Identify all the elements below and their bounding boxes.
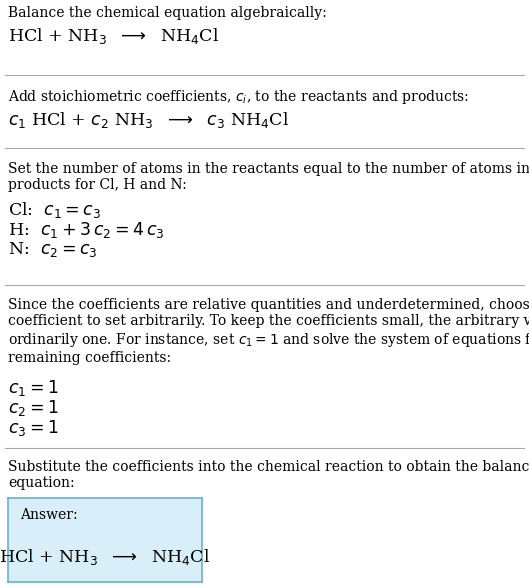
Text: Answer:: Answer: <box>20 508 77 522</box>
Text: Set the number of atoms in the reactants equal to the number of atoms in the
pro: Set the number of atoms in the reactants… <box>8 162 529 192</box>
Text: Substitute the coefficients into the chemical reaction to obtain the balanced
eq: Substitute the coefficients into the che… <box>8 460 529 490</box>
Text: H:  $c_1 + 3\,c_2 = 4\,c_3$: H: $c_1 + 3\,c_2 = 4\,c_3$ <box>8 220 165 240</box>
Text: Since the coefficients are relative quantities and underdetermined, choose a
coe: Since the coefficients are relative quan… <box>8 298 529 365</box>
Text: Add stoichiometric coefficients, $c_i$, to the reactants and products:: Add stoichiometric coefficients, $c_i$, … <box>8 88 469 106</box>
Text: $c_3 = 1$: $c_3 = 1$ <box>8 418 58 438</box>
Text: HCl + NH$_3$  $\longrightarrow$  NH$_4$Cl: HCl + NH$_3$ $\longrightarrow$ NH$_4$Cl <box>0 546 211 566</box>
Text: N:  $c_2 = c_3$: N: $c_2 = c_3$ <box>8 240 97 259</box>
Text: $c_1$ HCl + $c_2$ NH$_3$  $\longrightarrow$  $c_3$ NH$_4$Cl: $c_1$ HCl + $c_2$ NH$_3$ $\longrightarro… <box>8 110 289 130</box>
Text: $c_2 = 1$: $c_2 = 1$ <box>8 398 58 418</box>
Text: Cl:  $c_1 = c_3$: Cl: $c_1 = c_3$ <box>8 200 101 220</box>
Text: Balance the chemical equation algebraically:: Balance the chemical equation algebraica… <box>8 6 327 20</box>
Text: $c_1 = 1$: $c_1 = 1$ <box>8 378 58 398</box>
Text: HCl + NH$_3$  $\longrightarrow$  NH$_4$Cl: HCl + NH$_3$ $\longrightarrow$ NH$_4$Cl <box>8 26 219 46</box>
